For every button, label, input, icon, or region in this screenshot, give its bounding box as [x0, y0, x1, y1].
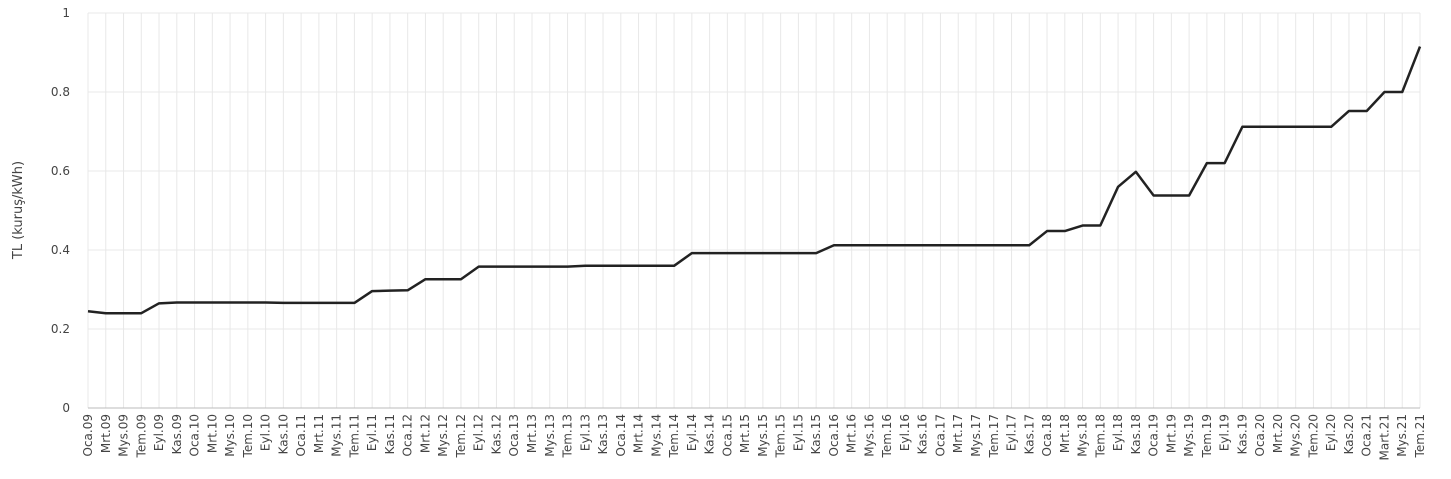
- x-tick-label: Mys.18: [1076, 414, 1090, 457]
- x-tick-label: Tem.14: [667, 414, 681, 458]
- x-tick-label: Kas.09: [170, 414, 184, 454]
- x-tick-label: Eyl.17: [1005, 414, 1019, 451]
- x-tick-label: Mys.21: [1395, 414, 1409, 457]
- x-tick-label: Oca.12: [401, 414, 415, 456]
- x-tick-label: Tem.09: [134, 414, 148, 458]
- x-tick-label: Eyl.20: [1324, 414, 1338, 451]
- x-tick-label: Eyl.10: [259, 414, 273, 451]
- y-tick-label: 0.4: [51, 243, 70, 257]
- x-tick-label: Oca.10: [188, 414, 202, 456]
- x-tick-label: Oca.16: [827, 414, 841, 456]
- x-tick-label: Mys.17: [969, 414, 983, 457]
- x-tick-label: Kas.20: [1342, 414, 1356, 454]
- x-tick-label: Mrt.09: [99, 414, 113, 453]
- x-tick-label: Kas.17: [1022, 414, 1036, 454]
- x-tick-label: Oca.13: [507, 414, 521, 456]
- x-tick-label: Tem.19: [1200, 414, 1214, 458]
- x-tick-label: Mys.19: [1182, 414, 1196, 457]
- x-tick-label: Mrt.20: [1271, 414, 1285, 453]
- x-tick-label: Mrt.19: [1164, 414, 1178, 453]
- x-tick-label: Eyl.11: [365, 414, 379, 451]
- y-tick-label: 0.8: [51, 85, 70, 99]
- x-tick-label: Tem.13: [561, 414, 575, 458]
- y-axis-label: TL (kuruş/kWh): [11, 161, 26, 260]
- x-tick-label: Mys.15: [756, 414, 770, 457]
- x-tick-label: Mys.12: [436, 414, 450, 457]
- x-tick-label: Mrt.15: [738, 414, 752, 453]
- x-tick-label: Oca.11: [294, 414, 308, 456]
- x-tick-label: Mart.21: [1377, 414, 1391, 460]
- x-tick-label: Mys.16: [862, 414, 876, 457]
- x-tick-label: Eyl.13: [578, 414, 592, 451]
- x-tick-label: Mys.09: [117, 414, 131, 457]
- y-tick-label: 0.2: [51, 322, 70, 336]
- data-line: [87, 46, 1422, 315]
- x-tick-label: Oca.15: [720, 414, 734, 456]
- x-tick-label: Tem.11: [347, 414, 361, 458]
- x-tick-label: Kas.16: [916, 414, 930, 454]
- y-tick-label: 1: [62, 6, 70, 20]
- x-tick-label: Eyl.15: [791, 414, 805, 451]
- x-tick-label: Oca.17: [933, 414, 947, 456]
- x-tick-label: Mys.13: [543, 414, 557, 457]
- x-tick-label: Oca.18: [1040, 414, 1054, 456]
- x-tick-label: Tem.12: [454, 414, 468, 458]
- x-tick-label: Eyl.18: [1111, 414, 1125, 451]
- x-tick-label: Eyl.19: [1218, 414, 1232, 451]
- x-tick-label: Oca.21: [1360, 414, 1374, 456]
- x-tick-label: Tem.10: [241, 414, 255, 458]
- x-tick-label: Mrt.14: [632, 414, 646, 453]
- x-tick-label: Oca.20: [1253, 414, 1267, 456]
- x-tick-label: Tem.16: [880, 414, 894, 458]
- x-tick-label: Eyl.12: [472, 414, 486, 451]
- x-tick-label: Oca.09: [81, 414, 95, 456]
- x-tick-label: Kas.11: [383, 414, 397, 454]
- x-tick-label: Eyl.14: [685, 414, 699, 451]
- x-tick-label: Kas.15: [809, 414, 823, 454]
- x-tick-label: Mrt.13: [525, 414, 539, 453]
- x-tick-label: Tem.15: [774, 414, 788, 458]
- x-tick-label: Mrt.10: [205, 414, 219, 453]
- x-tick-label: Tem.17: [987, 414, 1001, 458]
- x-tick-label: Kas.18: [1129, 414, 1143, 454]
- x-tick-label: Kas.10: [276, 414, 290, 454]
- x-tick-label: Kas.12: [489, 414, 503, 454]
- x-tick-label: Mrt.16: [845, 414, 859, 453]
- x-tick-label: Mys.10: [223, 414, 237, 457]
- x-tick-label: Kas.19: [1235, 414, 1249, 454]
- x-tick-label: Mrt.18: [1058, 414, 1072, 453]
- x-tick-label: Eyl.09: [152, 414, 166, 451]
- x-tick-label: Tem.20: [1306, 414, 1320, 458]
- y-tick-label: 0.6: [51, 164, 70, 178]
- x-tick-label: Mys.11: [330, 414, 344, 457]
- x-tick-label: Eyl.16: [898, 414, 912, 451]
- x-tick-label: Mys.14: [649, 414, 663, 457]
- x-tick-label: Kas.14: [703, 414, 717, 454]
- y-tick-label: 0: [62, 401, 70, 415]
- x-tick-label: Kas.13: [596, 414, 610, 454]
- x-tick-label: Tem.21: [1413, 414, 1427, 458]
- x-tick-label: Oca.14: [614, 414, 628, 456]
- x-tick-label: Mrt.17: [951, 414, 965, 453]
- x-tick-label: Mys.20: [1289, 414, 1303, 457]
- x-tick-label: Mrt.11: [312, 414, 326, 453]
- x-tick-label: Tem.18: [1093, 414, 1107, 458]
- x-tick-label: Oca.19: [1147, 414, 1161, 456]
- x-tick-label: Mrt.12: [418, 414, 432, 453]
